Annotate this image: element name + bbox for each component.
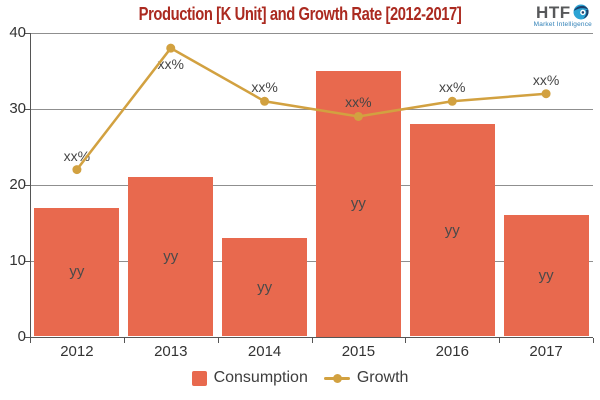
x-axis-line: [25, 336, 593, 338]
growth-point-dot-2016: [447, 96, 457, 106]
growth-point-label-2016: xx%: [439, 79, 466, 96]
y-axis-label-40: 40: [9, 24, 26, 41]
bar-value-label: yy: [69, 263, 85, 281]
gridline-40: [30, 33, 593, 34]
growth-point-dot-2013: [166, 43, 176, 53]
consumption-bar-2015: yy: [315, 70, 401, 337]
x-axis-label-2014: 2014: [247, 342, 282, 360]
y-tick-30: [25, 108, 30, 110]
htf-logo-subtext: Market Intelligence: [533, 21, 592, 28]
htf-logo: HTF Market Intelligence: [534, 3, 592, 29]
gridline-30: [30, 108, 593, 110]
x-axis-label-2017: 2017: [529, 342, 563, 360]
x-tick-4: [405, 337, 407, 343]
legend-label-consumption: Consumption: [213, 369, 308, 386]
x-tick-6: [593, 337, 594, 343]
y-axis-label-30: 30: [9, 99, 26, 117]
y-tick-40: [25, 33, 30, 34]
growth-point-label-2017: xx%: [532, 71, 560, 88]
x-tick-0: [30, 337, 31, 343]
y-axis-line: [30, 33, 31, 337]
bar-value-label: yy: [163, 248, 179, 266]
x-axis-label-2016: 2016: [435, 342, 469, 360]
bar-value-label: yy: [444, 221, 460, 239]
y-axis-label-20: 20: [9, 175, 26, 193]
gridline-20: [30, 184, 593, 186]
consumption-bar-2016: yy: [409, 124, 495, 337]
growth-point-label-2015: xx%: [345, 94, 372, 111]
x-axis-label-2012: 2012: [60, 342, 94, 360]
growth-line-dot-icon: [323, 371, 350, 386]
x-tick-2: [217, 337, 219, 343]
y-tick-10: [25, 260, 30, 262]
x-axis-label-2015: 2015: [341, 342, 376, 360]
consumption-bar-2013: yy: [128, 177, 214, 337]
x-tick-3: [311, 337, 313, 343]
gridline-10: [30, 260, 593, 262]
legend: Consumption Growth: [0, 369, 600, 387]
bar-value-label: yy: [538, 267, 554, 285]
consumption-bar-2017: yy: [503, 215, 589, 337]
consumption-swatch-icon: [191, 370, 207, 386]
growth-point-label-2013: xx%: [157, 56, 184, 73]
htf-logo-row: HTF: [534, 3, 592, 21]
x-tick-5: [499, 337, 501, 343]
bar-value-label: yy: [350, 195, 366, 213]
y-tick-20: [25, 184, 30, 186]
y-axis-label-0: 0: [17, 327, 26, 345]
x-tick-1: [123, 337, 125, 343]
x-axis-label-2013: 2013: [154, 342, 188, 360]
y-axis-label-10: 10: [9, 251, 26, 269]
legend-item-consumption: Consumption: [191, 369, 308, 387]
legend-item-growth: Growth: [323, 369, 409, 387]
growth-point-dot-2017: [541, 89, 551, 99]
consumption-bar-2012: yy: [34, 207, 120, 337]
bar-value-label: yy: [257, 278, 273, 296]
growth-point-dot-2014: [260, 96, 270, 106]
growth-point-label-2014: xx%: [251, 79, 278, 96]
htf-logo-bird-icon: [572, 3, 590, 21]
consumption-bar-2014: yy: [222, 237, 308, 337]
htf-logo-text: HTF: [536, 2, 571, 22]
legend-label-growth: Growth: [356, 369, 409, 386]
growth-point-label-2012: xx%: [63, 147, 91, 164]
growth-point-dot-2012: [72, 165, 82, 175]
chart-title: Production [K Unit] and Growth Rate [201…: [138, 4, 462, 24]
